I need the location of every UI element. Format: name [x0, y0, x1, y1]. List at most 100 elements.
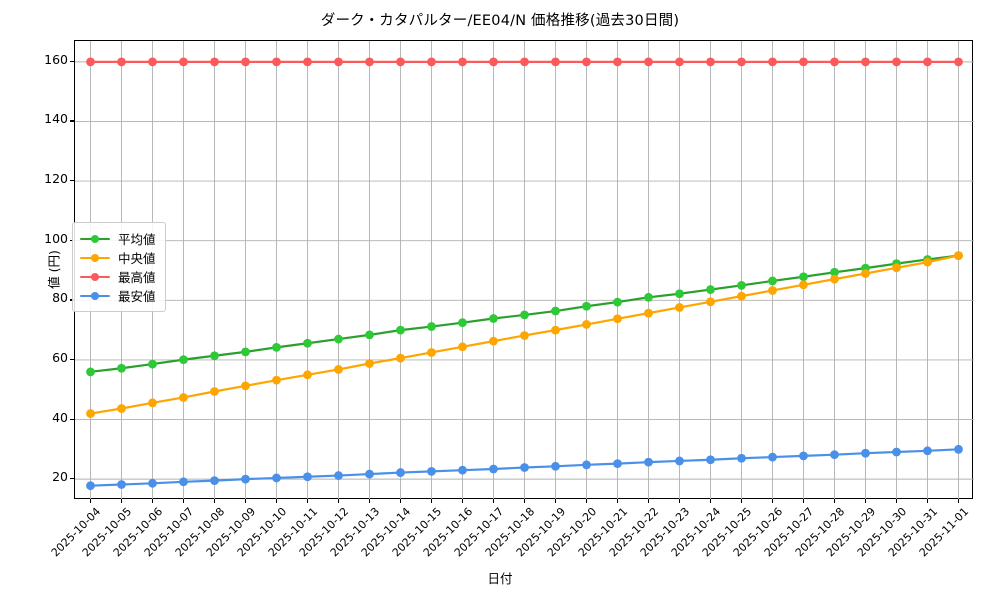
data-point-marker: [520, 463, 529, 472]
data-point-marker: [86, 367, 95, 377]
legend-item[interactable]: 最高値: [80, 267, 156, 286]
legend-item[interactable]: 中央値: [80, 248, 156, 267]
chart-title: ダーク・カタパルター/EE04/N 価格推移(過去30日間): [320, 13, 680, 29]
data-point-marker: [582, 320, 591, 329]
x-axis-tick: [709, 499, 711, 503]
legend-item-label: 最安値: [118, 289, 156, 304]
x-axis-tick: [833, 499, 835, 503]
x-axis-tick: [244, 499, 246, 503]
x-axis-tick: [275, 499, 277, 503]
x-axis-tick: [430, 499, 432, 503]
data-point-marker: [334, 334, 343, 344]
data-point-marker: [613, 314, 622, 324]
x-axis-label: 日付: [487, 571, 513, 586]
y-axis-tick-label: 120: [44, 171, 68, 187]
data-point-marker: [737, 291, 746, 301]
data-point-marker: [830, 274, 839, 284]
data-point-marker: [272, 375, 281, 385]
plot-area: [74, 40, 974, 500]
data-point-marker: [489, 57, 498, 67]
data-point-marker: [489, 314, 498, 323]
data-point-marker: [551, 306, 560, 316]
data-point-marker: [148, 398, 157, 408]
data-point-marker: [737, 57, 746, 67]
data-point-marker: [520, 331, 529, 340]
data-point-marker: [768, 286, 777, 295]
legend-marker-icon: [80, 290, 110, 302]
legend-item[interactable]: 平均値: [80, 229, 156, 248]
x-axis-tick: [337, 499, 339, 503]
data-point-marker: [117, 57, 126, 67]
y-axis-tick-label: 80: [52, 290, 68, 306]
x-axis-tick: [616, 499, 618, 503]
data-point-marker: [458, 465, 467, 475]
data-point-marker: [737, 281, 746, 290]
data-point-marker: [737, 453, 746, 463]
x-axis-tick: [461, 499, 463, 503]
data-point-marker: [427, 466, 436, 476]
data-point-marker: [303, 338, 312, 348]
data-point-marker: [427, 57, 436, 67]
y-axis-tick-label: 40: [52, 409, 68, 425]
data-point-marker: [892, 57, 901, 67]
data-point-marker: [861, 269, 870, 278]
y-axis-tick: [70, 358, 74, 361]
y-axis-label: 値 (円): [46, 250, 62, 289]
legend-marker-icon: [80, 233, 110, 245]
data-point-marker: [861, 448, 870, 458]
data-point-marker: [675, 289, 684, 299]
x-axis-tick: [647, 499, 649, 503]
data-point-marker: [148, 57, 157, 67]
legend-item-label: 中央値: [118, 251, 156, 266]
x-axis-tick: [771, 499, 773, 503]
data-point-marker: [210, 351, 219, 361]
data-point-marker: [706, 285, 715, 294]
y-axis-tick-label: 100: [44, 230, 68, 246]
data-point-marker: [551, 57, 560, 67]
x-axis-tick: [151, 499, 153, 503]
data-point-marker: [396, 325, 405, 335]
data-point-marker: [179, 477, 188, 487]
x-axis-tick: [182, 499, 184, 503]
x-axis-tick: [213, 499, 215, 503]
data-point-marker: [768, 452, 777, 462]
x-axis-tick: [957, 499, 959, 503]
y-axis-tick-label: 140: [44, 111, 68, 127]
data-point-marker: [520, 310, 529, 320]
data-point-marker: [954, 444, 963, 454]
data-point-marker: [117, 363, 126, 373]
data-point-marker: [334, 57, 343, 67]
data-point-marker: [923, 446, 932, 456]
x-axis-tick: [895, 499, 897, 503]
data-point-marker: [458, 318, 467, 328]
data-point-marker: [613, 297, 622, 307]
data-point-marker: [799, 272, 808, 282]
data-point-marker: [830, 267, 839, 277]
data-point-marker: [923, 257, 932, 267]
data-point-marker: [86, 57, 95, 67]
data-point-marker: [706, 455, 715, 465]
y-axis-tick: [70, 478, 74, 480]
data-point-marker: [706, 297, 715, 307]
data-point-marker: [830, 450, 839, 460]
data-point-marker: [799, 451, 808, 461]
data-point-marker: [830, 57, 839, 67]
data-point-marker: [489, 464, 498, 474]
data-point-marker: [365, 330, 374, 340]
data-point-marker: [613, 57, 622, 67]
data-point-marker: [365, 469, 374, 479]
x-axis-tick: [306, 499, 308, 503]
data-point-marker: [923, 57, 932, 67]
data-point-marker: [644, 292, 653, 302]
data-point-marker: [582, 57, 591, 67]
data-point-marker: [892, 263, 901, 273]
data-point-marker: [272, 473, 281, 483]
legend-item[interactable]: 最安値: [80, 286, 156, 305]
data-point-marker: [954, 57, 963, 67]
data-point-marker: [427, 348, 436, 357]
legend-marker-icon: [80, 252, 110, 264]
data-point-marker: [675, 456, 684, 466]
data-point-marker: [148, 478, 157, 488]
data-point-marker: [396, 353, 405, 363]
